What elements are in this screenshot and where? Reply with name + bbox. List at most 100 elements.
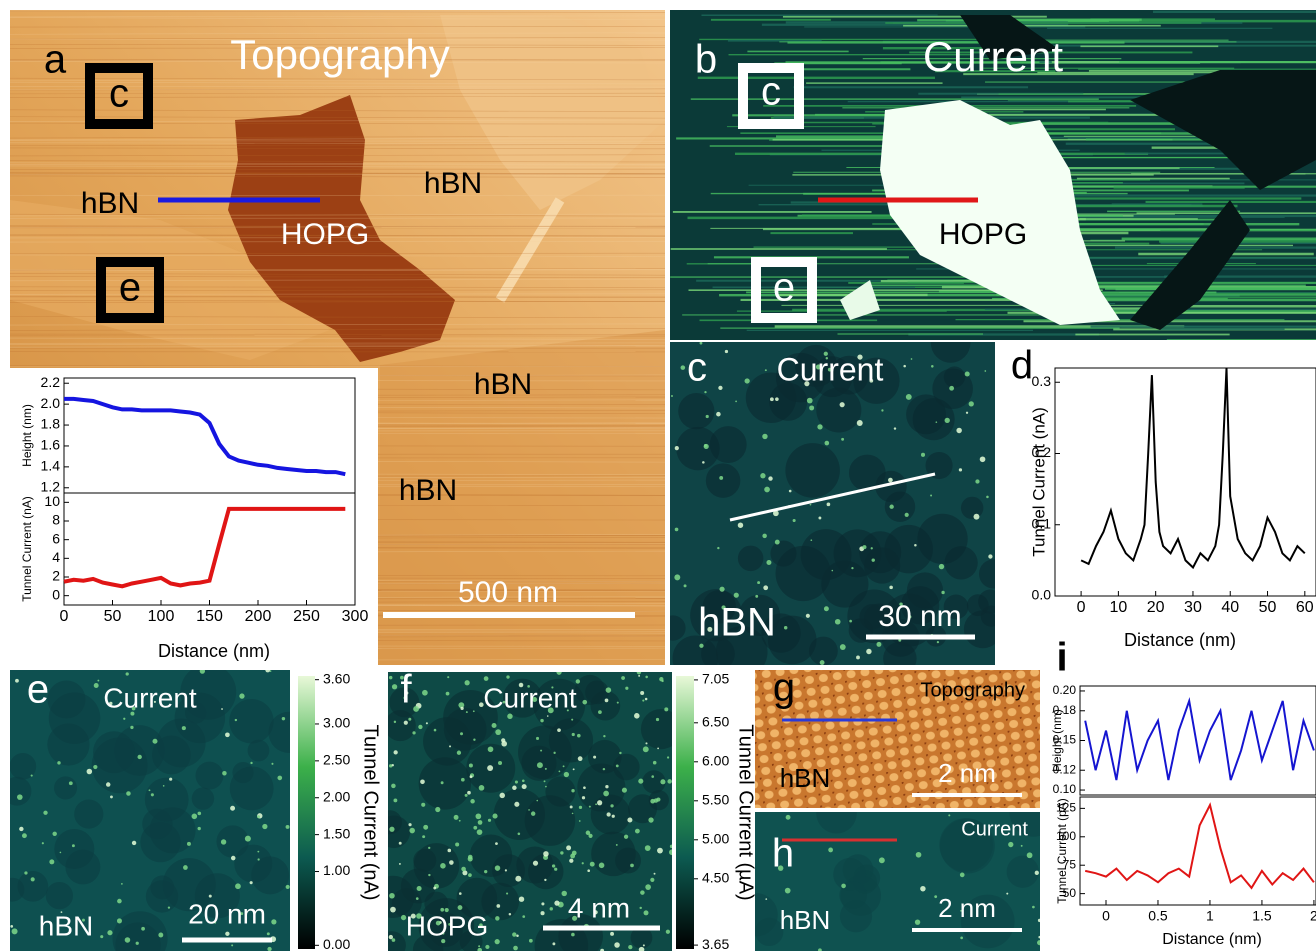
texture xyxy=(745,378,750,383)
texture xyxy=(449,860,454,865)
texture xyxy=(282,717,285,720)
texture xyxy=(545,786,547,788)
texture xyxy=(537,762,543,768)
y-tick-label: 6 xyxy=(52,530,60,546)
texture xyxy=(477,829,483,835)
texture xyxy=(121,883,123,885)
texture xyxy=(734,593,739,598)
texture xyxy=(230,806,235,811)
texture xyxy=(454,815,459,820)
texture xyxy=(418,725,422,729)
region-label: HOPG xyxy=(939,218,1027,251)
texture xyxy=(678,393,714,429)
texture xyxy=(612,815,615,818)
texture xyxy=(506,892,508,894)
texture xyxy=(849,620,852,623)
texture xyxy=(257,858,259,860)
region-label: HOPG xyxy=(406,910,488,941)
texture xyxy=(666,930,670,934)
colorbar-tick-label: 5.50 xyxy=(702,792,729,808)
texture xyxy=(393,798,397,802)
texture xyxy=(857,420,863,426)
texture xyxy=(979,559,1008,588)
texture xyxy=(235,883,241,889)
texture xyxy=(221,839,226,844)
texture xyxy=(969,401,974,406)
texture xyxy=(479,785,485,791)
texture xyxy=(446,692,450,696)
texture xyxy=(572,733,575,736)
y-tick-label: 1.4 xyxy=(41,458,61,474)
texture xyxy=(570,805,573,808)
texture xyxy=(949,386,954,391)
colorbar-tick-label: 3.65 xyxy=(702,936,729,951)
texture xyxy=(192,787,214,809)
texture xyxy=(435,807,440,812)
texture xyxy=(12,928,18,934)
texture xyxy=(559,771,561,773)
x-tick-label: 20 xyxy=(1147,599,1165,616)
texture xyxy=(862,545,866,549)
texture xyxy=(399,863,401,865)
texture xyxy=(265,668,270,673)
texture xyxy=(974,514,980,520)
texture xyxy=(760,473,765,478)
colorbar-tick-label: 0.00 xyxy=(323,936,350,951)
texture xyxy=(17,794,23,800)
texture xyxy=(476,813,482,819)
texture xyxy=(566,845,571,850)
texture xyxy=(286,885,290,889)
y-tick-label: 10 xyxy=(44,493,60,509)
texture xyxy=(221,708,223,710)
texture xyxy=(130,726,133,729)
texture xyxy=(1038,936,1040,938)
texture xyxy=(557,728,561,732)
colorbar-tick-label: 5.00 xyxy=(702,831,729,847)
x-tick-label: 50 xyxy=(1259,599,1277,616)
texture xyxy=(192,814,198,820)
texture xyxy=(716,412,721,417)
texture xyxy=(642,700,644,702)
texture xyxy=(231,856,236,861)
texture xyxy=(809,405,814,410)
panel-label: b xyxy=(695,38,717,82)
texture xyxy=(571,719,573,721)
panel-title: Topography xyxy=(920,679,1025,701)
texture xyxy=(222,771,227,776)
data-line xyxy=(1085,805,1314,888)
texture xyxy=(651,775,654,778)
texture xyxy=(513,946,518,951)
texture xyxy=(785,443,840,498)
texture xyxy=(704,391,706,393)
scale-bar-label: 30 nm xyxy=(878,600,961,633)
texture xyxy=(495,939,500,944)
region-label: hBN xyxy=(698,601,776,645)
texture xyxy=(492,723,497,728)
texture xyxy=(257,851,259,853)
texture xyxy=(889,505,893,509)
texture xyxy=(459,820,461,822)
texture xyxy=(944,546,977,579)
texture xyxy=(851,567,853,569)
texture xyxy=(286,825,290,829)
y-tick-label: 0.10 xyxy=(1053,782,1077,796)
panel-label: g xyxy=(773,666,795,710)
texture xyxy=(1035,871,1039,875)
texture xyxy=(518,833,521,836)
texture xyxy=(820,660,825,665)
region-label: HOPG xyxy=(281,218,369,251)
y-axis-label: Height (nm) xyxy=(20,404,34,467)
texture xyxy=(622,788,627,793)
texture xyxy=(158,933,163,938)
texture xyxy=(583,786,586,789)
texture xyxy=(267,947,271,951)
colorbar xyxy=(676,676,694,949)
texture xyxy=(634,713,640,719)
texture xyxy=(966,412,968,414)
texture xyxy=(579,806,582,809)
panel-title: Current xyxy=(483,682,577,713)
texture xyxy=(762,534,766,538)
texture xyxy=(512,932,516,936)
texture xyxy=(554,868,557,871)
texture xyxy=(560,851,563,854)
